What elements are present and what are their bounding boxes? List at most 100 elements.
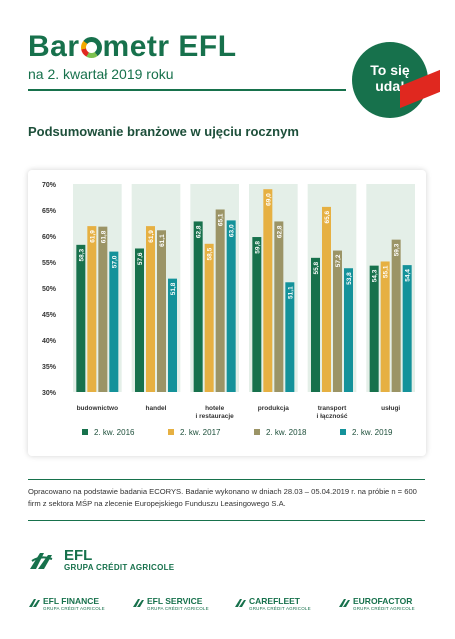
credit-agricole-icon (133, 599, 144, 607)
bar (402, 265, 412, 392)
data-label: 58,3 (78, 248, 85, 261)
bar (87, 226, 97, 392)
chart-card: 30% 35% 40% 45% 50% 55% 60% 65% 70% 58,3 61,9 61,8 5… (28, 170, 426, 456)
data-label: 57,6 (137, 252, 144, 265)
x-tick-label: i restauracje (196, 413, 235, 420)
data-label: 61,9 (148, 230, 155, 243)
y-tick-label: 35% (42, 364, 57, 371)
brand-name: EFL FINANCE (43, 596, 100, 606)
x-tick-label: handel (146, 405, 167, 412)
y-tick-label: 55% (42, 260, 57, 267)
data-label: 59,3 (394, 243, 401, 256)
bar (204, 243, 214, 392)
credit-agricole-icon (235, 599, 246, 607)
x-tick-label: produkcja (258, 405, 289, 412)
legend-label: 2. kw. 2016 (94, 428, 135, 437)
bar (76, 244, 86, 392)
header-rule (28, 89, 346, 91)
bar (333, 250, 342, 392)
y-tick-label: 70% (42, 182, 57, 189)
bar (226, 220, 236, 392)
data-label: 54,3 (372, 269, 379, 282)
footnote-rule (28, 479, 425, 480)
bar (391, 239, 401, 392)
brand-name: CAREFLEET (249, 596, 300, 606)
bar (285, 282, 295, 392)
credit-agricole-icon (29, 599, 40, 607)
credit-agricole-icon (30, 553, 53, 569)
data-label: 57,2 (335, 254, 342, 267)
footer-rule (28, 520, 425, 521)
data-label: 61,1 (159, 234, 166, 247)
data-label: 69,0 (265, 193, 272, 206)
badge-line-2: uda! (375, 78, 405, 94)
section-title: Podsumowanie branżowe w ujęciu rocznym (28, 124, 299, 139)
y-tick-label: 60% (42, 234, 57, 241)
legend-label: 2. kw. 2018 (266, 428, 307, 437)
data-label: 59,8 (254, 241, 261, 254)
x-tick-label: hotele (205, 405, 225, 412)
badge-line-1: To się (370, 62, 410, 78)
bar (252, 237, 262, 392)
bar (98, 226, 108, 392)
data-label: 51,1 (287, 286, 294, 299)
data-label: 61,8 (100, 230, 107, 243)
brand-name: EUROFACTOR (353, 596, 413, 606)
bar (135, 248, 144, 392)
y-tick-label: 45% (42, 312, 57, 319)
bar (274, 221, 284, 392)
legend-swatch (340, 429, 346, 435)
bar-chart: 30% 35% 40% 45% 50% 55% 60% 65% 70% 58,3 61,9 61,8 5… (42, 182, 415, 437)
x-tick-label: usługi (381, 405, 400, 412)
bar (380, 261, 390, 392)
title-part-2: metr EFL (102, 30, 237, 63)
bar (322, 206, 331, 392)
bar (311, 257, 320, 392)
credit-agricole-icon (339, 599, 350, 607)
legend-label: 2. kw. 2019 (352, 428, 393, 437)
bar (157, 230, 166, 392)
data-label: 62,8 (276, 225, 283, 238)
data-label: 65,6 (324, 211, 331, 224)
efl-group: GRUPA CRÉDIT AGRICOLE (64, 563, 175, 572)
barometer-o-icon (80, 37, 102, 58)
brand-list: EFL FINANCE GRUPA CRÉDIT AGRICOLE EFL SE… (28, 596, 428, 616)
legend-swatch (168, 429, 174, 435)
bar (109, 251, 119, 392)
data-label: 53,8 (346, 272, 353, 285)
y-tick-label: 30% (42, 390, 57, 397)
bar (168, 278, 177, 392)
data-label: 54,4 (405, 269, 412, 282)
data-label: 65,1 (218, 213, 225, 226)
data-label: 55,8 (313, 261, 320, 274)
x-tick-label: transport (318, 405, 347, 412)
y-tick-label: 50% (42, 286, 57, 293)
bar (193, 221, 203, 392)
legend-label: 2. kw. 2017 (180, 428, 221, 437)
bar (215, 209, 225, 392)
efl-name: EFL (64, 547, 93, 564)
x-tick-label: budownictwo (77, 405, 119, 412)
data-label: 63,0 (229, 224, 236, 237)
data-label: 62,8 (196, 225, 203, 238)
bar (369, 265, 379, 392)
brand-sub: GRUPA CRÉDIT AGRICOLE (353, 606, 415, 611)
brand-name: EFL SERVICE (147, 596, 203, 606)
legend-swatch (82, 429, 88, 435)
data-label: 58,5 (207, 247, 214, 260)
data-label: 51,8 (170, 282, 177, 295)
page-subtitle: na 2. kwartał 2019 roku (28, 66, 174, 82)
bar (263, 189, 273, 392)
bar (344, 268, 353, 392)
y-tick-label: 40% (42, 338, 57, 345)
bar (146, 226, 155, 392)
source-footnote: Opracowano na podstawie badania ECORYS. … (28, 487, 417, 508)
title-part-1: Bar (28, 30, 80, 63)
data-label: 55,1 (383, 265, 390, 278)
brand-sub: GRUPA CRÉDIT AGRICOLE (43, 606, 105, 611)
brand-sub: GRUPA CRÉDIT AGRICOLE (249, 606, 311, 611)
x-tick-label: i łączność (316, 413, 347, 420)
data-label: 61,9 (89, 230, 96, 243)
y-tick-label: 65% (42, 208, 57, 215)
legend-swatch (254, 429, 260, 435)
